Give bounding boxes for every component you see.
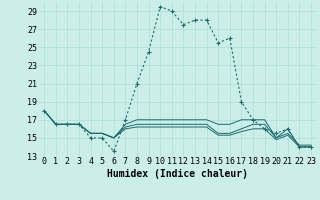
X-axis label: Humidex (Indice chaleur): Humidex (Indice chaleur) (107, 169, 248, 179)
